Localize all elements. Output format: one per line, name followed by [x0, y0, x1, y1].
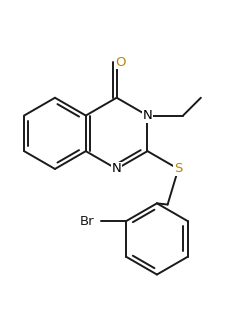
Text: O: O	[115, 56, 126, 69]
Text: N: N	[112, 162, 122, 175]
Text: Br: Br	[79, 215, 94, 228]
Text: S: S	[174, 162, 182, 175]
Text: N: N	[143, 109, 152, 122]
